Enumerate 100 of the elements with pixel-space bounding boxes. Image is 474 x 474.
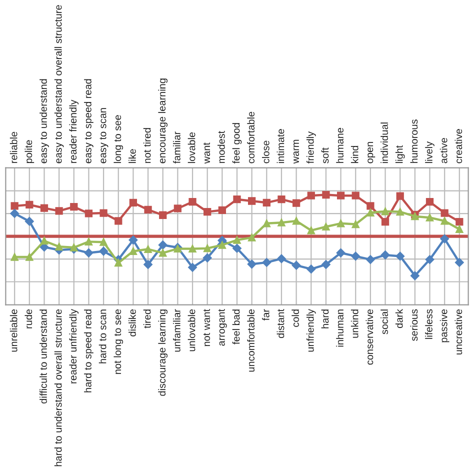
text: reader friendly	[69, 100, 79, 163]
text: humane	[336, 128, 344, 163]
x-tick-label: dark	[395, 308, 403, 328]
point	[144, 260, 152, 269]
x-tick-label: hard to understand overall structure	[54, 309, 62, 466]
point	[366, 202, 374, 210]
x-tick-label: uncreative	[454, 309, 462, 354]
text: want	[203, 142, 210, 164]
text: lovable	[188, 132, 196, 163]
point	[278, 218, 286, 226]
point	[70, 244, 78, 252]
x-tick-label: uncomfortable	[247, 309, 255, 372]
x-tick-label: hard to scan	[98, 310, 106, 364]
point	[174, 204, 182, 212]
point	[218, 206, 226, 214]
point	[114, 217, 122, 225]
point	[26, 253, 34, 261]
point	[233, 196, 241, 204]
point	[84, 210, 93, 218]
text: comfortable	[247, 112, 255, 164]
point	[55, 207, 63, 215]
text: humorous	[410, 120, 418, 163]
point	[248, 197, 256, 205]
point	[396, 252, 405, 261]
point	[426, 198, 434, 206]
point	[262, 198, 270, 206]
point	[396, 192, 404, 200]
point	[129, 198, 138, 206]
point	[456, 225, 464, 234]
point	[306, 264, 316, 274]
x-tick-label: reader unfriendly	[69, 308, 79, 384]
x-tick-label: distant	[276, 309, 284, 338]
text: easy to understand overall structure	[54, 5, 64, 164]
point	[410, 271, 420, 280]
x-tick-label: discourage learning	[158, 310, 168, 396]
point	[307, 192, 315, 200]
point	[352, 220, 360, 228]
point	[40, 204, 48, 212]
point	[292, 217, 300, 225]
point	[426, 214, 434, 222]
point	[277, 254, 286, 264]
point	[425, 255, 434, 264]
text: intimate	[276, 129, 284, 163]
text: easy to speed read	[84, 79, 94, 164]
point	[262, 220, 270, 228]
point	[84, 238, 93, 246]
point	[24, 216, 34, 226]
text: open	[368, 142, 376, 164]
point	[144, 245, 152, 253]
text: lively	[425, 141, 434, 163]
point	[440, 234, 450, 244]
x-tick-label: unlovable	[188, 309, 196, 352]
point	[188, 198, 196, 206]
x-tick-label: dislike	[128, 309, 136, 336]
point	[292, 199, 300, 207]
x-tick-label: conservative	[366, 309, 374, 365]
point	[129, 247, 138, 256]
point	[10, 253, 18, 261]
point	[336, 220, 345, 228]
point	[262, 258, 272, 267]
point	[366, 255, 375, 264]
x-tick-label: hard	[321, 310, 329, 328]
x-tick-label: hard to speed read	[84, 310, 94, 392]
point	[188, 262, 197, 272]
text: kind	[350, 146, 358, 163]
point	[10, 202, 18, 210]
text: like	[128, 149, 136, 163]
x-tick-label: feel bad	[232, 310, 240, 344]
point	[381, 208, 390, 216]
point	[232, 244, 242, 253]
x-tick-label: not long to see	[114, 309, 124, 374]
point	[218, 241, 226, 249]
x-tick-label: unfriendly	[306, 308, 316, 352]
point	[292, 260, 301, 270]
point	[352, 192, 360, 200]
point	[128, 236, 138, 244]
point	[26, 200, 34, 209]
point	[336, 248, 346, 258]
point	[440, 209, 448, 217]
text: polite	[24, 140, 34, 163]
point	[322, 260, 330, 269]
text: warm	[294, 140, 299, 164]
point	[100, 209, 108, 217]
point	[10, 209, 20, 218]
text: friendly	[306, 131, 316, 164]
point	[55, 242, 63, 250]
text: creative	[454, 129, 462, 164]
point	[456, 218, 464, 226]
x-tick-label: difficult to understand	[40, 310, 47, 404]
x-tick-label: lifeless	[425, 309, 432, 339]
x-tick-label: passive	[440, 309, 450, 342]
point	[366, 208, 374, 216]
text: close	[262, 140, 270, 164]
text: easy to scan	[100, 108, 108, 164]
text: not tired	[143, 128, 151, 163]
text: individual	[380, 122, 388, 163]
x-tick-label: unfamiliar	[173, 309, 180, 352]
point	[440, 217, 448, 225]
x-tick-label: tired	[143, 310, 151, 328]
point	[202, 253, 212, 262]
